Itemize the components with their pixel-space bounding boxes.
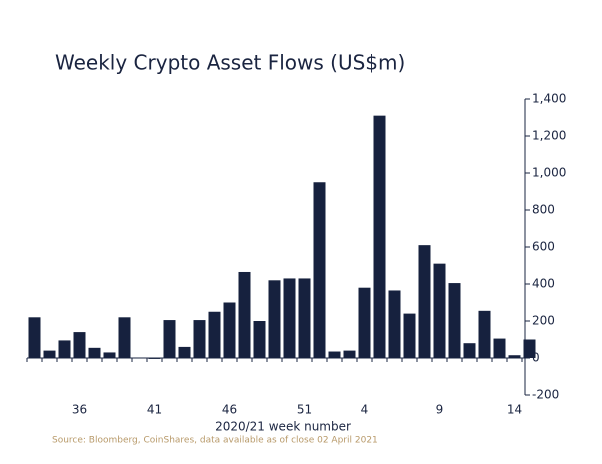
bar	[283, 278, 296, 358]
bar	[148, 358, 161, 359]
bar	[88, 347, 101, 358]
y-tick-label: 400	[532, 277, 555, 291]
y-tick-label: 200	[532, 314, 555, 328]
bar	[103, 352, 116, 358]
bar	[343, 350, 356, 358]
y-tick-label: 800	[532, 203, 555, 217]
x-tick-label: 41	[147, 403, 162, 417]
y-tick-label: 0	[532, 351, 540, 365]
chart-title: Weekly Crypto Asset Flows (US$m)	[55, 51, 405, 75]
bar	[358, 287, 371, 358]
source-note: Source: Bloomberg, CoinShares, data avai…	[52, 436, 378, 446]
bar	[463, 343, 476, 358]
bar	[253, 321, 266, 358]
bar	[508, 355, 521, 358]
bar	[373, 115, 386, 359]
bar	[43, 350, 56, 358]
bar	[523, 339, 536, 358]
bar	[238, 271, 251, 358]
bar	[433, 263, 446, 358]
x-tick-label: 46	[222, 403, 237, 417]
bar	[298, 278, 311, 358]
bar	[73, 332, 86, 358]
bar	[193, 320, 206, 358]
bar	[118, 317, 131, 358]
y-tick-label: -200	[532, 388, 559, 402]
y-tick-label: 1,000	[532, 166, 566, 180]
x-axis-label: 2020/21 week number	[215, 420, 351, 434]
y-tick-label: 600	[532, 240, 555, 254]
bar	[478, 310, 491, 358]
bar	[28, 317, 41, 358]
bar	[208, 311, 221, 358]
bar	[313, 182, 326, 358]
bar	[178, 346, 191, 358]
bar	[448, 283, 461, 358]
bar	[388, 290, 401, 358]
x-tick-label: 36	[72, 403, 87, 417]
bar	[493, 338, 506, 358]
bar	[418, 245, 431, 358]
bar	[328, 351, 341, 358]
bar	[403, 313, 416, 358]
y-tick-label: 1,400	[532, 92, 566, 106]
bar	[268, 280, 281, 358]
y-tick-label: 1,200	[532, 129, 566, 143]
bar	[58, 340, 71, 358]
bar	[223, 302, 236, 358]
x-tick-label: 4	[361, 403, 369, 417]
x-tick-label: 14	[507, 403, 522, 417]
bar	[163, 320, 176, 358]
x-tick-label: 51	[297, 403, 312, 417]
x-tick-label: 9	[436, 403, 444, 417]
